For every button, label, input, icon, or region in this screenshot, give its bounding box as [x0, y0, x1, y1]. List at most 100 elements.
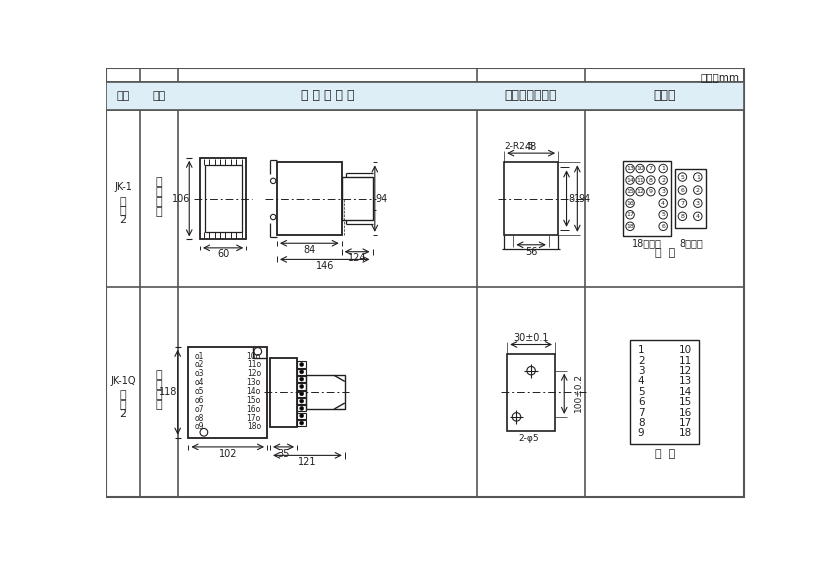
- Text: 7: 7: [681, 201, 685, 206]
- Text: 14: 14: [678, 387, 691, 397]
- Bar: [297, 406, 306, 412]
- Circle shape: [300, 363, 304, 367]
- Text: 6: 6: [661, 224, 665, 229]
- Bar: [508, 354, 555, 431]
- Bar: [306, 375, 344, 409]
- Text: 84: 84: [303, 245, 315, 255]
- Text: 线: 线: [156, 206, 162, 217]
- Text: 35: 35: [277, 449, 290, 459]
- Text: 图号: 图号: [116, 91, 130, 101]
- Text: 146: 146: [315, 261, 334, 271]
- Text: 8点端子: 8点端子: [679, 238, 703, 248]
- Text: 2-φ5: 2-φ5: [518, 434, 538, 443]
- Text: 10: 10: [679, 345, 691, 355]
- Text: 板: 板: [156, 177, 162, 187]
- Text: 12o: 12o: [247, 369, 261, 378]
- Text: 8: 8: [649, 178, 653, 183]
- Text: 线: 线: [156, 400, 162, 411]
- Bar: [297, 384, 306, 390]
- Text: 106: 106: [171, 193, 190, 204]
- Text: 2-R2.5: 2-R2.5: [504, 143, 533, 152]
- Text: 121: 121: [298, 457, 317, 468]
- Circle shape: [300, 385, 304, 389]
- Text: o8: o8: [195, 413, 204, 422]
- Text: 18o: 18o: [247, 422, 261, 431]
- Text: 图: 图: [120, 399, 126, 409]
- Text: 7: 7: [649, 166, 653, 171]
- Text: 2: 2: [120, 409, 126, 419]
- Text: 10o: 10o: [246, 351, 261, 360]
- Text: 18: 18: [678, 429, 691, 438]
- Text: 16: 16: [678, 408, 691, 417]
- Bar: [297, 413, 306, 419]
- Text: 5: 5: [661, 212, 665, 217]
- Text: 10: 10: [636, 166, 644, 171]
- Text: 接: 接: [156, 390, 162, 400]
- Bar: [106, 82, 745, 110]
- Text: 8: 8: [638, 418, 645, 428]
- Text: o9: o9: [195, 422, 204, 431]
- Text: JK-1: JK-1: [114, 182, 132, 192]
- Circle shape: [300, 399, 304, 403]
- Bar: [504, 162, 558, 235]
- Text: 124: 124: [348, 253, 366, 263]
- Text: 18: 18: [626, 224, 634, 229]
- Circle shape: [300, 392, 304, 396]
- Text: 100±0.2: 100±0.2: [573, 373, 582, 412]
- Text: 附: 附: [120, 197, 126, 206]
- Text: 附: 附: [120, 390, 126, 400]
- Bar: [342, 177, 373, 220]
- Text: 56: 56: [525, 246, 537, 257]
- Text: 18点端子: 18点端子: [632, 238, 662, 248]
- Text: 16o: 16o: [246, 405, 261, 413]
- Text: 2: 2: [120, 215, 126, 225]
- Text: 3: 3: [661, 189, 665, 194]
- Bar: [205, 165, 241, 232]
- Text: 1: 1: [661, 166, 665, 171]
- Text: 14o: 14o: [246, 387, 261, 396]
- Text: o7: o7: [195, 405, 204, 413]
- Text: 94: 94: [375, 193, 388, 204]
- Text: 后: 后: [156, 187, 162, 197]
- Text: 60: 60: [217, 249, 230, 259]
- Text: 11: 11: [636, 178, 644, 183]
- Circle shape: [300, 370, 304, 374]
- Bar: [297, 420, 306, 426]
- Text: 15: 15: [678, 397, 691, 407]
- Bar: [623, 161, 671, 236]
- Text: 3: 3: [696, 201, 700, 206]
- Text: 板: 板: [156, 371, 162, 380]
- Text: 12: 12: [678, 366, 691, 376]
- Text: 11: 11: [678, 356, 691, 365]
- Text: 端子图: 端子图: [653, 89, 676, 102]
- Bar: [630, 340, 700, 444]
- Bar: [189, 347, 267, 438]
- Text: 3: 3: [638, 366, 645, 376]
- Text: 单位：mm: 单位：mm: [700, 72, 739, 82]
- Text: 4: 4: [638, 376, 645, 386]
- Circle shape: [300, 421, 304, 425]
- Text: o3: o3: [195, 369, 204, 378]
- Text: 1: 1: [696, 174, 700, 179]
- Text: 13: 13: [678, 376, 691, 386]
- Bar: [270, 358, 297, 427]
- Text: 5: 5: [681, 174, 685, 179]
- Text: 17: 17: [626, 212, 634, 217]
- Text: 结构: 结构: [152, 91, 166, 101]
- Circle shape: [300, 377, 304, 381]
- Bar: [297, 391, 306, 397]
- Text: 4: 4: [661, 201, 665, 206]
- Text: 9: 9: [638, 429, 645, 438]
- Bar: [297, 376, 306, 382]
- Text: o2: o2: [195, 360, 204, 369]
- Text: 8: 8: [681, 214, 685, 219]
- Text: o4: o4: [195, 378, 204, 387]
- Text: 6: 6: [681, 188, 685, 193]
- Text: 15o: 15o: [246, 396, 261, 405]
- Bar: [297, 362, 306, 368]
- Text: 9: 9: [649, 189, 653, 194]
- Text: 4: 4: [696, 214, 700, 219]
- Text: 接: 接: [156, 197, 162, 206]
- Circle shape: [300, 414, 304, 418]
- Text: 7: 7: [638, 408, 645, 417]
